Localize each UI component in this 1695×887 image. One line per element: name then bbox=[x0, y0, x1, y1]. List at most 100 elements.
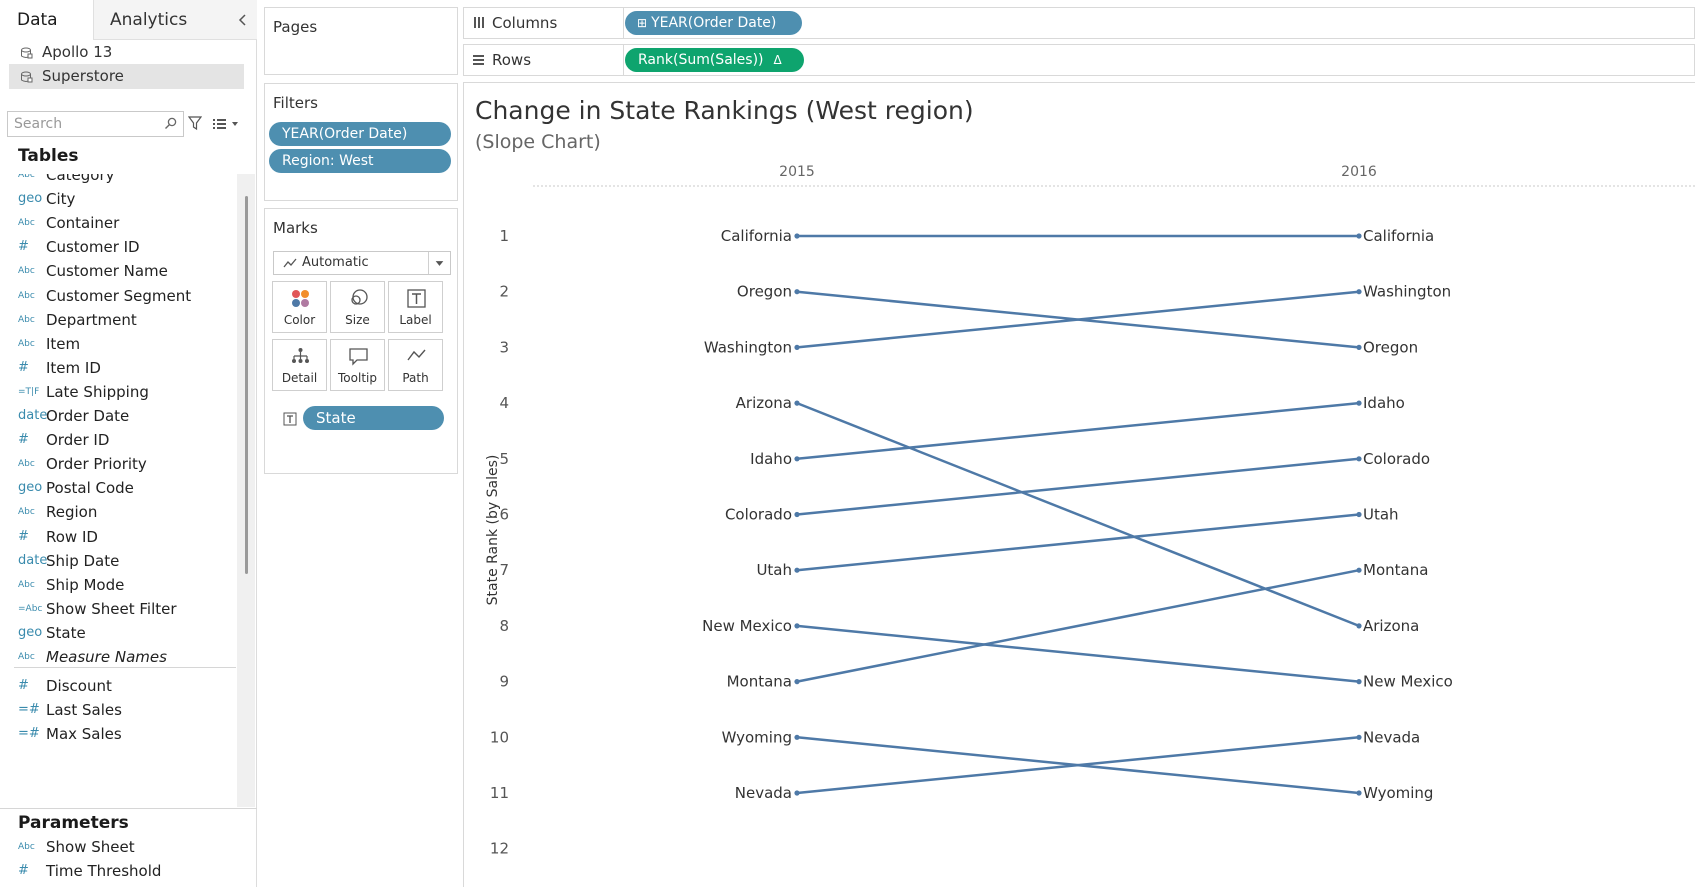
tooltip-button[interactable]: Tooltip bbox=[330, 339, 385, 391]
point-2016-oregon[interactable] bbox=[1356, 344, 1362, 350]
point-2015-idaho[interactable] bbox=[794, 456, 800, 462]
slope-line-washington[interactable] bbox=[796, 290, 1360, 349]
field-customer-name[interactable]: Abc Customer Name bbox=[0, 258, 240, 284]
rows-pill-rank-sum-sales[interactable]: Rank(Sum(Sales)) Δ bbox=[625, 48, 804, 72]
expand-icon[interactable]: ⊞ bbox=[637, 16, 648, 30]
label-button[interactable]: Label bbox=[388, 281, 443, 333]
view-area[interactable] bbox=[463, 82, 1695, 887]
point-2016-nevada[interactable] bbox=[1356, 734, 1362, 740]
field-label: Category bbox=[46, 174, 115, 184]
field-show-sheet-filter[interactable]: =Abc Show Sheet Filter bbox=[0, 596, 240, 622]
marks-title: Marks bbox=[273, 219, 318, 237]
field-ship-mode[interactable]: Abc Ship Mode bbox=[0, 572, 240, 598]
point-2016-california[interactable] bbox=[1356, 233, 1362, 239]
pages-card[interactable]: Pages bbox=[264, 7, 458, 75]
point-2015-washington[interactable] bbox=[794, 344, 800, 350]
tab-analytics[interactable]: Analytics bbox=[93, 0, 257, 40]
marks-state-pill[interactable]: State bbox=[303, 406, 444, 430]
collapse-chevron-icon[interactable] bbox=[237, 13, 249, 27]
filter-pill-year-order-date[interactable]: YEAR(Order Date) bbox=[269, 122, 451, 146]
search-input[interactable] bbox=[8, 112, 158, 136]
field-department[interactable]: Abc Department bbox=[0, 307, 240, 333]
field-time-threshold[interactable]: # Time Threshold bbox=[0, 858, 240, 884]
search-box bbox=[7, 111, 184, 137]
point-2016-montana[interactable] bbox=[1356, 567, 1362, 573]
columns-icon bbox=[474, 17, 484, 28]
field-order-date[interactable]: date Order Date bbox=[0, 403, 240, 429]
slope-line-nevada[interactable] bbox=[796, 736, 1360, 795]
tab-data[interactable]: Data bbox=[0, 0, 93, 40]
field-label: Row ID bbox=[46, 527, 98, 546]
point-2016-washington[interactable] bbox=[1356, 289, 1362, 295]
slope-line-montana[interactable] bbox=[796, 568, 1360, 683]
rows-label: Rows bbox=[464, 45, 624, 75]
string-type-icon: Abc bbox=[18, 290, 35, 301]
field-measure-names[interactable]: Abc Measure Names bbox=[0, 644, 240, 670]
field-row-id[interactable]: # Row ID bbox=[0, 524, 240, 550]
field-show-sheet[interactable]: Abc Show Sheet bbox=[0, 838, 240, 860]
delta-icon[interactable]: Δ bbox=[773, 53, 782, 67]
field-category[interactable]: Abc Category bbox=[0, 174, 240, 188]
slope-line-new-mexico[interactable] bbox=[796, 624, 1360, 683]
point-2016-arizona[interactable] bbox=[1356, 623, 1362, 629]
point-2015-montana[interactable] bbox=[794, 679, 800, 685]
field-order-id[interactable]: # Order ID bbox=[0, 427, 240, 453]
point-2016-colorado[interactable] bbox=[1356, 456, 1362, 462]
field-last-sales[interactable]: =# Last Sales bbox=[0, 697, 240, 723]
datasource-superstore[interactable]: Superstore bbox=[9, 64, 244, 89]
color-button[interactable]: Color bbox=[272, 281, 327, 333]
label-type-icon[interactable] bbox=[283, 412, 297, 426]
field-discount[interactable]: # Discount bbox=[0, 673, 240, 699]
point-2016-wyoming[interactable] bbox=[1356, 790, 1362, 796]
detail-label: Detail bbox=[281, 371, 318, 385]
chevron-down-icon[interactable] bbox=[428, 252, 450, 274]
string-type-icon: Abc bbox=[18, 652, 35, 662]
columns-shelf[interactable]: Columns ⊞ YEAR(Order Date) bbox=[463, 7, 1695, 39]
field-state[interactable]: geo State bbox=[0, 620, 240, 646]
field-late-shipping[interactable]: =T|F Late Shipping bbox=[0, 379, 240, 405]
field-item-id[interactable]: # Item ID bbox=[0, 355, 240, 381]
mark-type-dropdown[interactable]: Automatic bbox=[273, 251, 451, 275]
view-options-icon[interactable] bbox=[212, 117, 240, 130]
path-button[interactable]: Path bbox=[388, 339, 443, 391]
point-2015-california[interactable] bbox=[794, 233, 800, 239]
field-label: Show Sheet Filter bbox=[46, 599, 177, 618]
point-2016-new-mexico[interactable] bbox=[1356, 679, 1362, 685]
field-max-sales[interactable]: =# Max Sales bbox=[0, 721, 240, 747]
point-2015-new-mexico[interactable] bbox=[794, 623, 800, 629]
field-item[interactable]: Abc Item bbox=[0, 331, 240, 357]
field-order-priority[interactable]: Abc Order Priority bbox=[0, 451, 240, 477]
point-2015-wyoming[interactable] bbox=[794, 734, 800, 740]
filter-pill-region-west[interactable]: Region: West bbox=[269, 149, 451, 173]
slope-line-colorado[interactable] bbox=[796, 457, 1360, 516]
point-2015-arizona[interactable] bbox=[794, 400, 800, 406]
point-2016-utah[interactable] bbox=[1356, 511, 1362, 518]
slope-line-utah[interactable] bbox=[796, 513, 1360, 572]
label-2015-montana: Montana bbox=[727, 673, 792, 691]
field-customer-segment[interactable]: Abc Customer Segment bbox=[0, 283, 240, 309]
point-2015-colorado[interactable] bbox=[794, 511, 800, 518]
size-button[interactable]: Size bbox=[330, 281, 385, 333]
rows-shelf[interactable]: Rows Rank(Sum(Sales)) Δ bbox=[463, 44, 1695, 76]
point-2015-utah[interactable] bbox=[794, 567, 800, 573]
filter-icon[interactable] bbox=[188, 116, 202, 131]
fields-scrollbar-thumb[interactable] bbox=[245, 196, 248, 574]
datasource-apollo-13[interactable]: Apollo 13 bbox=[9, 40, 244, 65]
field-customer-id[interactable]: # Customer ID bbox=[0, 234, 240, 260]
filters-card[interactable]: Filters YEAR(Order Date) Region: West bbox=[264, 83, 458, 201]
detail-button[interactable]: Detail bbox=[272, 339, 327, 391]
point-2015-nevada[interactable] bbox=[794, 790, 800, 796]
field-container[interactable]: Abc Container bbox=[0, 210, 240, 236]
slope-line-arizona[interactable] bbox=[796, 401, 1360, 628]
field-city[interactable]: geo City bbox=[0, 186, 240, 212]
search-icon[interactable] bbox=[164, 117, 177, 130]
point-2016-idaho[interactable] bbox=[1356, 400, 1362, 406]
field-region[interactable]: Abc Region bbox=[0, 499, 240, 525]
point-2015-oregon[interactable] bbox=[794, 289, 800, 295]
field-ship-date[interactable]: date Ship Date bbox=[0, 548, 240, 574]
string-type-icon: Abc bbox=[18, 266, 35, 277]
columns-pill-year-order-date[interactable]: ⊞ YEAR(Order Date) bbox=[625, 11, 802, 35]
number-type-icon: =# bbox=[18, 702, 40, 718]
field-postal-code[interactable]: geo Postal Code bbox=[0, 475, 240, 501]
slope-line-idaho[interactable] bbox=[796, 401, 1360, 461]
